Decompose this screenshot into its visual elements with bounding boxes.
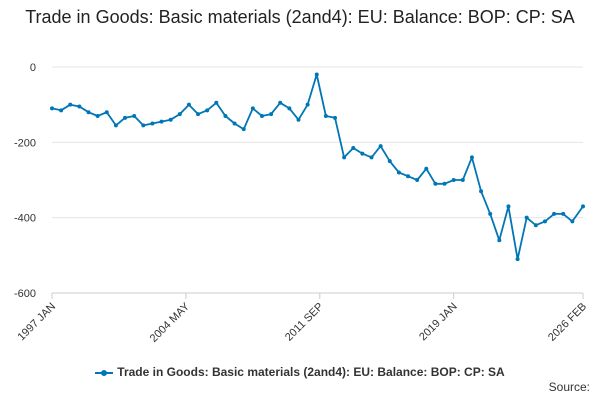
data-point (387, 159, 392, 164)
data-point (570, 219, 575, 224)
data-point (451, 178, 456, 182)
data-point (581, 204, 585, 209)
data-point (132, 113, 137, 118)
data-point (360, 151, 365, 156)
data-point (469, 155, 474, 160)
data-point (415, 178, 420, 182)
y-axis: 0 -200 -400 -600 (14, 62, 36, 300)
data-point (159, 119, 164, 124)
legend[interactable]: Trade in Goods: Basic materials (2and4):… (0, 365, 600, 379)
data-point (287, 106, 292, 111)
data-point (232, 121, 237, 126)
y-tick-label: 0 (30, 62, 36, 74)
gridlines (52, 66, 583, 294)
y-tick-label: -200 (14, 137, 36, 149)
data-point (77, 104, 82, 109)
data-point (378, 144, 383, 149)
legend-label: Trade in Goods: Basic materials (2and4):… (117, 365, 505, 379)
data-point (196, 112, 201, 117)
data-point (241, 127, 246, 132)
data-point (369, 155, 374, 160)
data-point (497, 238, 502, 243)
data-point (323, 113, 328, 118)
x-tick-label: 2011 SEP (283, 301, 326, 344)
data-point (141, 123, 146, 128)
source-label: Source: (548, 380, 590, 394)
data-point (104, 110, 109, 115)
data-point (214, 100, 219, 105)
data-point (442, 181, 447, 186)
x-tick-label: 2019 JAN (417, 301, 460, 344)
data-point (433, 181, 438, 186)
data-point (561, 211, 566, 216)
data-point (278, 100, 283, 105)
data-point (396, 170, 401, 175)
x-tick-label: 1997 JAN (15, 301, 58, 344)
data-point (150, 121, 155, 126)
y-tick-label: -600 (14, 288, 36, 300)
data-point (59, 108, 64, 113)
data-point (177, 112, 182, 117)
legend-line-icon (95, 368, 114, 378)
x-tick-label: 2026 FEB (546, 301, 589, 344)
data-point (524, 215, 529, 220)
data-point (259, 113, 264, 118)
data-point (424, 166, 429, 171)
data-point (506, 204, 511, 209)
chart-title: Trade in Goods: Basic materials (2and4):… (25, 7, 575, 27)
data-point (123, 115, 128, 120)
data-point (168, 117, 173, 122)
data-point (95, 113, 100, 118)
data-point (86, 110, 91, 115)
data-point (205, 108, 210, 113)
data-point (186, 102, 191, 107)
y-tick-label: -400 (14, 213, 36, 225)
data-point (342, 155, 347, 160)
data-point (533, 223, 538, 228)
series-group (50, 72, 585, 262)
data-point (515, 257, 520, 262)
data-point (479, 189, 484, 194)
data-point (351, 145, 356, 150)
data-point (250, 106, 255, 111)
data-point (314, 72, 319, 77)
data-point (552, 211, 557, 216)
data-point (223, 113, 228, 118)
data-point (460, 178, 465, 182)
data-point (542, 219, 547, 224)
data-point (332, 115, 337, 120)
x-axis: 1997 JAN 2004 MAY 2011 SEP 2019 JAN 2026 FEB (15, 292, 589, 345)
series-line (51, 73, 584, 261)
data-point (269, 112, 274, 117)
data-point (296, 117, 301, 122)
data-point (488, 211, 493, 216)
data-point (406, 174, 411, 179)
data-point (50, 106, 54, 111)
data-point (68, 102, 73, 107)
data-point (305, 102, 310, 107)
x-tick-label: 2004 MAY (148, 300, 193, 345)
data-point (113, 123, 118, 128)
